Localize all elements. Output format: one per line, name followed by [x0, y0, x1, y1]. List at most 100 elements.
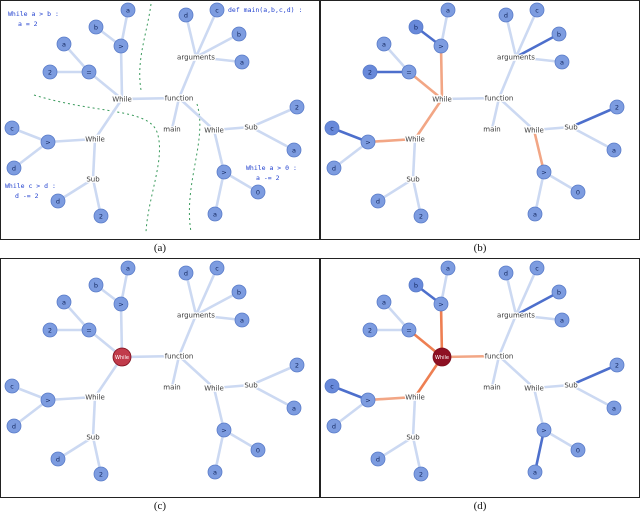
- graph-text-node-label: While: [204, 126, 224, 134]
- graph-node-label: a: [382, 40, 386, 48]
- graph-node-label: =: [406, 326, 411, 334]
- graph-edge: [440, 354, 501, 359]
- graph-node-label: a: [560, 58, 564, 66]
- graph-node: [209, 260, 225, 276]
- graph-node-label: 2: [48, 68, 52, 76]
- graph-text-node-label: arguments: [177, 53, 215, 61]
- graph-node-label: >: [365, 396, 370, 404]
- subfigure-b: function arguments main While While While Sub S…: [320, 0, 640, 258]
- graph-node: [81, 322, 97, 338]
- graph-node-label: a: [292, 146, 296, 154]
- graph-node-label: c: [535, 264, 539, 272]
- graph-node-label: c: [10, 382, 14, 390]
- graph-node-label: >: [221, 168, 226, 176]
- graph-text-node-label: While: [524, 384, 544, 392]
- graph-node: [498, 265, 514, 281]
- graph-edge: [194, 266, 219, 317]
- graph-node: [234, 312, 250, 328]
- graph-node-label: =: [406, 68, 411, 76]
- graph-node-label: a: [240, 316, 244, 324]
- graph-node-label: a: [213, 210, 217, 218]
- graph-node: [362, 64, 378, 80]
- graph-node-label: a: [126, 264, 130, 272]
- graph-node-label: While: [435, 355, 449, 361]
- graph-node-highlighted: [112, 347, 132, 367]
- graph-node-label: a: [240, 58, 244, 66]
- graph-text-node-label: function: [165, 352, 194, 360]
- graph-node-label: >: [438, 42, 443, 50]
- graph-node-label: a: [612, 146, 616, 154]
- graph-text-node-label: arguments: [497, 53, 535, 61]
- graph-text-node-label: While: [85, 393, 105, 401]
- graph-node: [326, 418, 342, 434]
- graph-node: [216, 422, 232, 438]
- graph-node-label: a: [213, 468, 217, 476]
- graph-node: [362, 322, 378, 338]
- code-annotation: While c > d :: [5, 182, 56, 190]
- graph-node-label: a: [292, 404, 296, 412]
- graph-text-node-label: main: [483, 383, 501, 391]
- graph-node: [401, 64, 417, 80]
- graph-node: [216, 164, 232, 180]
- graph-edge: [514, 266, 539, 317]
- graph-text-node-label: Sub: [244, 381, 258, 389]
- graph-edge: [170, 354, 181, 389]
- graph-node-label: 0: [576, 446, 580, 454]
- graph-node-label: a: [446, 264, 450, 272]
- graph-node: [554, 312, 570, 328]
- graph-node: [50, 193, 66, 209]
- graph-edge: [194, 32, 241, 59]
- code-annotation: d -= 2: [15, 192, 39, 200]
- panel-border: [0, 0, 320, 240]
- graph-node-label: >: [221, 426, 226, 434]
- code-annotation: While a > 0 :: [246, 164, 297, 172]
- graph-node: [408, 19, 424, 35]
- graph-text-node-label: main: [163, 125, 181, 133]
- graph-edge: [569, 383, 616, 410]
- graph-node-label: c: [330, 382, 334, 390]
- graph-node: [529, 260, 545, 276]
- graph-node: [433, 296, 449, 312]
- graph-node: [231, 284, 247, 300]
- graph-text-node-label: While: [85, 135, 105, 143]
- graph-node: [440, 260, 456, 276]
- graph-edge: [177, 96, 216, 132]
- graph-node-label: c: [535, 6, 539, 14]
- graph-edge: [177, 313, 198, 358]
- code-annotation: While a > b :: [8, 10, 59, 18]
- graph-node: [413, 208, 429, 224]
- graph-edge: [411, 137, 417, 181]
- graph-edge: [177, 55, 198, 100]
- graph-edge: [569, 125, 616, 152]
- graph-node: [88, 277, 104, 293]
- graph-edge: [497, 313, 518, 358]
- graph-node-label: c: [215, 6, 219, 14]
- subfigure-caption-a: (a): [153, 242, 167, 254]
- graph-node: [88, 19, 104, 35]
- graph-node-label: b: [557, 30, 561, 38]
- graph-edge: [497, 354, 536, 390]
- graph-node-label: b: [94, 281, 98, 289]
- graph-node: [250, 184, 266, 200]
- graph-node: [234, 54, 250, 70]
- graph-edge: [249, 383, 296, 410]
- graph-edge: [212, 125, 253, 132]
- graph-edge: [91, 137, 97, 181]
- graph-node-label: d: [332, 422, 336, 430]
- graph-node: [413, 466, 429, 482]
- code-annotation: a = 2: [18, 20, 38, 28]
- graph-edge: [514, 55, 564, 64]
- graph-edge: [514, 290, 561, 317]
- graph-text-node-label: main: [163, 383, 181, 391]
- graph-node: [570, 442, 586, 458]
- graph-node: [40, 134, 56, 150]
- graph-text-node-label: Sub: [406, 433, 420, 441]
- graph-node-label: b: [414, 281, 418, 289]
- graph-node-label: 0: [256, 188, 260, 196]
- graph-text-node-label: While: [405, 393, 425, 401]
- graph-node-label: c: [330, 124, 334, 132]
- graph-node: [56, 294, 72, 310]
- graph-edge: [514, 8, 539, 59]
- graph-node-label: b: [414, 23, 418, 31]
- graph-node: [408, 277, 424, 293]
